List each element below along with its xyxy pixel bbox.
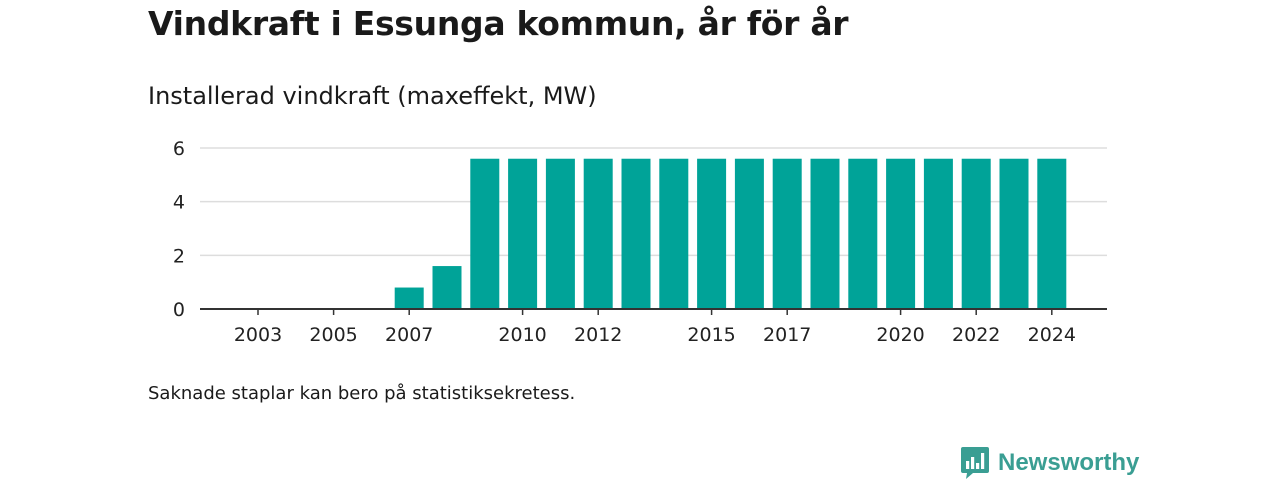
bar-2018 [810, 158, 840, 309]
bar-2022 [961, 158, 991, 309]
bar-2020 [886, 158, 916, 309]
bar-2023 [999, 158, 1029, 309]
x-tick-label-2024: 2024 [1028, 324, 1076, 346]
bar-2009 [470, 158, 500, 309]
y-tick-label-4: 4 [173, 192, 185, 214]
bar-2019 [848, 158, 878, 309]
bar-2007 [394, 287, 424, 309]
bar-2015 [697, 158, 727, 309]
bar-2013 [621, 158, 651, 309]
bar-2010 [508, 158, 538, 309]
x-tick-label-2017: 2017 [763, 324, 811, 346]
brand-logo[interactable]: Newsworthy [960, 446, 1139, 480]
bar-2024 [1037, 158, 1067, 309]
y-tick-label-2: 2 [173, 245, 185, 267]
x-tick-label-2003: 2003 [234, 324, 282, 346]
bars [394, 158, 1067, 309]
bar-2014 [659, 158, 689, 309]
bar-chart-bubble-icon [961, 447, 989, 479]
bar-2011 [545, 158, 575, 309]
bar-2021 [923, 158, 953, 309]
x-tick-label-2012: 2012 [574, 324, 622, 346]
x-tick-labels: 2003 2005 2007 2010 2012 2015 2017 2020 2022 2024 [234, 324, 1076, 346]
x-tick-label-2010: 2010 [498, 324, 546, 346]
axes [200, 308, 1107, 315]
x-tick-label-2022: 2022 [952, 324, 1000, 346]
brand-name: Newsworthy [998, 449, 1140, 476]
y-tick-label-6: 6 [173, 138, 185, 160]
y-tick-label-0: 0 [173, 299, 185, 321]
bar-chart: 0 2 4 6 2003 2005 2007 2010 2012 2015 2017 2020 202… [173, 138, 1107, 346]
bar-2008 [432, 266, 462, 309]
bar-2016 [734, 158, 764, 309]
chart-title: Vindkraft i Essunga kommun, år för år [148, 4, 849, 43]
bar-2012 [583, 158, 613, 309]
x-tick-label-2015: 2015 [687, 324, 735, 346]
x-tick-label-2020: 2020 [876, 324, 924, 346]
x-tick-label-2007: 2007 [385, 324, 433, 346]
chart-subtitle: Installerad vindkraft (maxeffekt, MW) [148, 82, 597, 110]
bar-2017 [772, 158, 802, 309]
y-tick-labels: 0 2 4 6 [173, 138, 185, 321]
footnote: Saknade staplar kan bero på statistiksek… [148, 383, 576, 404]
x-tick-label-2005: 2005 [309, 324, 357, 346]
grid-lines [200, 147, 1107, 257]
